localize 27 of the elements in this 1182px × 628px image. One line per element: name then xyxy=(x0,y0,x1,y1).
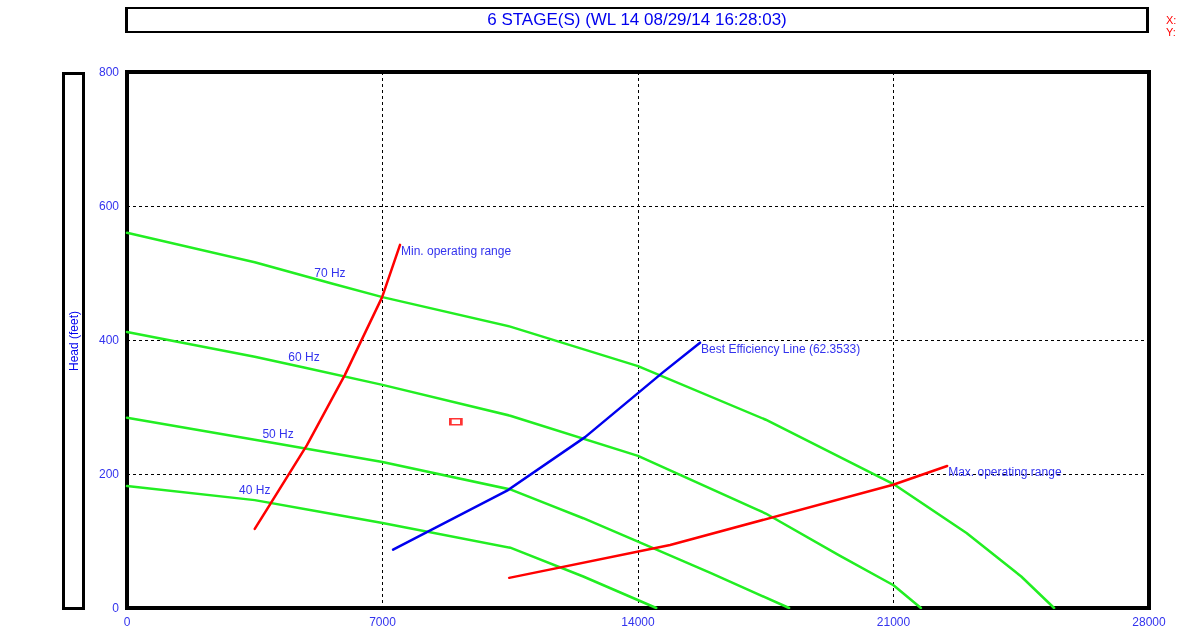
x-tick-label: 21000 xyxy=(876,615,911,628)
series-label: Max. operating range xyxy=(948,464,1062,479)
y-tick-label: 200 xyxy=(98,467,120,481)
text: Y: xyxy=(1166,26,1177,38)
y-tick-label: 0 xyxy=(112,601,120,615)
series-label: Min. operating range xyxy=(401,243,512,258)
y-axis-title: Head (feet) xyxy=(66,310,81,372)
annotation: 50 Hz xyxy=(262,426,294,441)
y-tick-label: 600 xyxy=(98,199,120,213)
y-tick-label: 400 xyxy=(98,333,120,347)
chart-title: 6 STAGE(S) (WL 14 08/29/14 16:28:03) xyxy=(125,7,1149,33)
annotation: 70 Hz xyxy=(314,266,346,281)
x-tick-label: 0 xyxy=(123,615,131,628)
annotation: 60 Hz xyxy=(288,350,320,365)
annotation: 40 Hz xyxy=(239,483,271,498)
line-series xyxy=(125,416,791,610)
line-series xyxy=(253,243,402,531)
line-series xyxy=(125,484,658,610)
text: X: xyxy=(1166,14,1177,26)
line-series xyxy=(125,330,923,610)
x-tick-label: 14000 xyxy=(621,615,656,628)
series-label: Best Efficiency Line (62.3533) xyxy=(701,341,861,356)
x-tick-label: 28000 xyxy=(1132,615,1167,628)
y-tick-label: 800 xyxy=(98,65,120,79)
line-series xyxy=(507,464,949,580)
line-series xyxy=(391,341,702,551)
x-tick-label: 7000 xyxy=(369,615,397,628)
